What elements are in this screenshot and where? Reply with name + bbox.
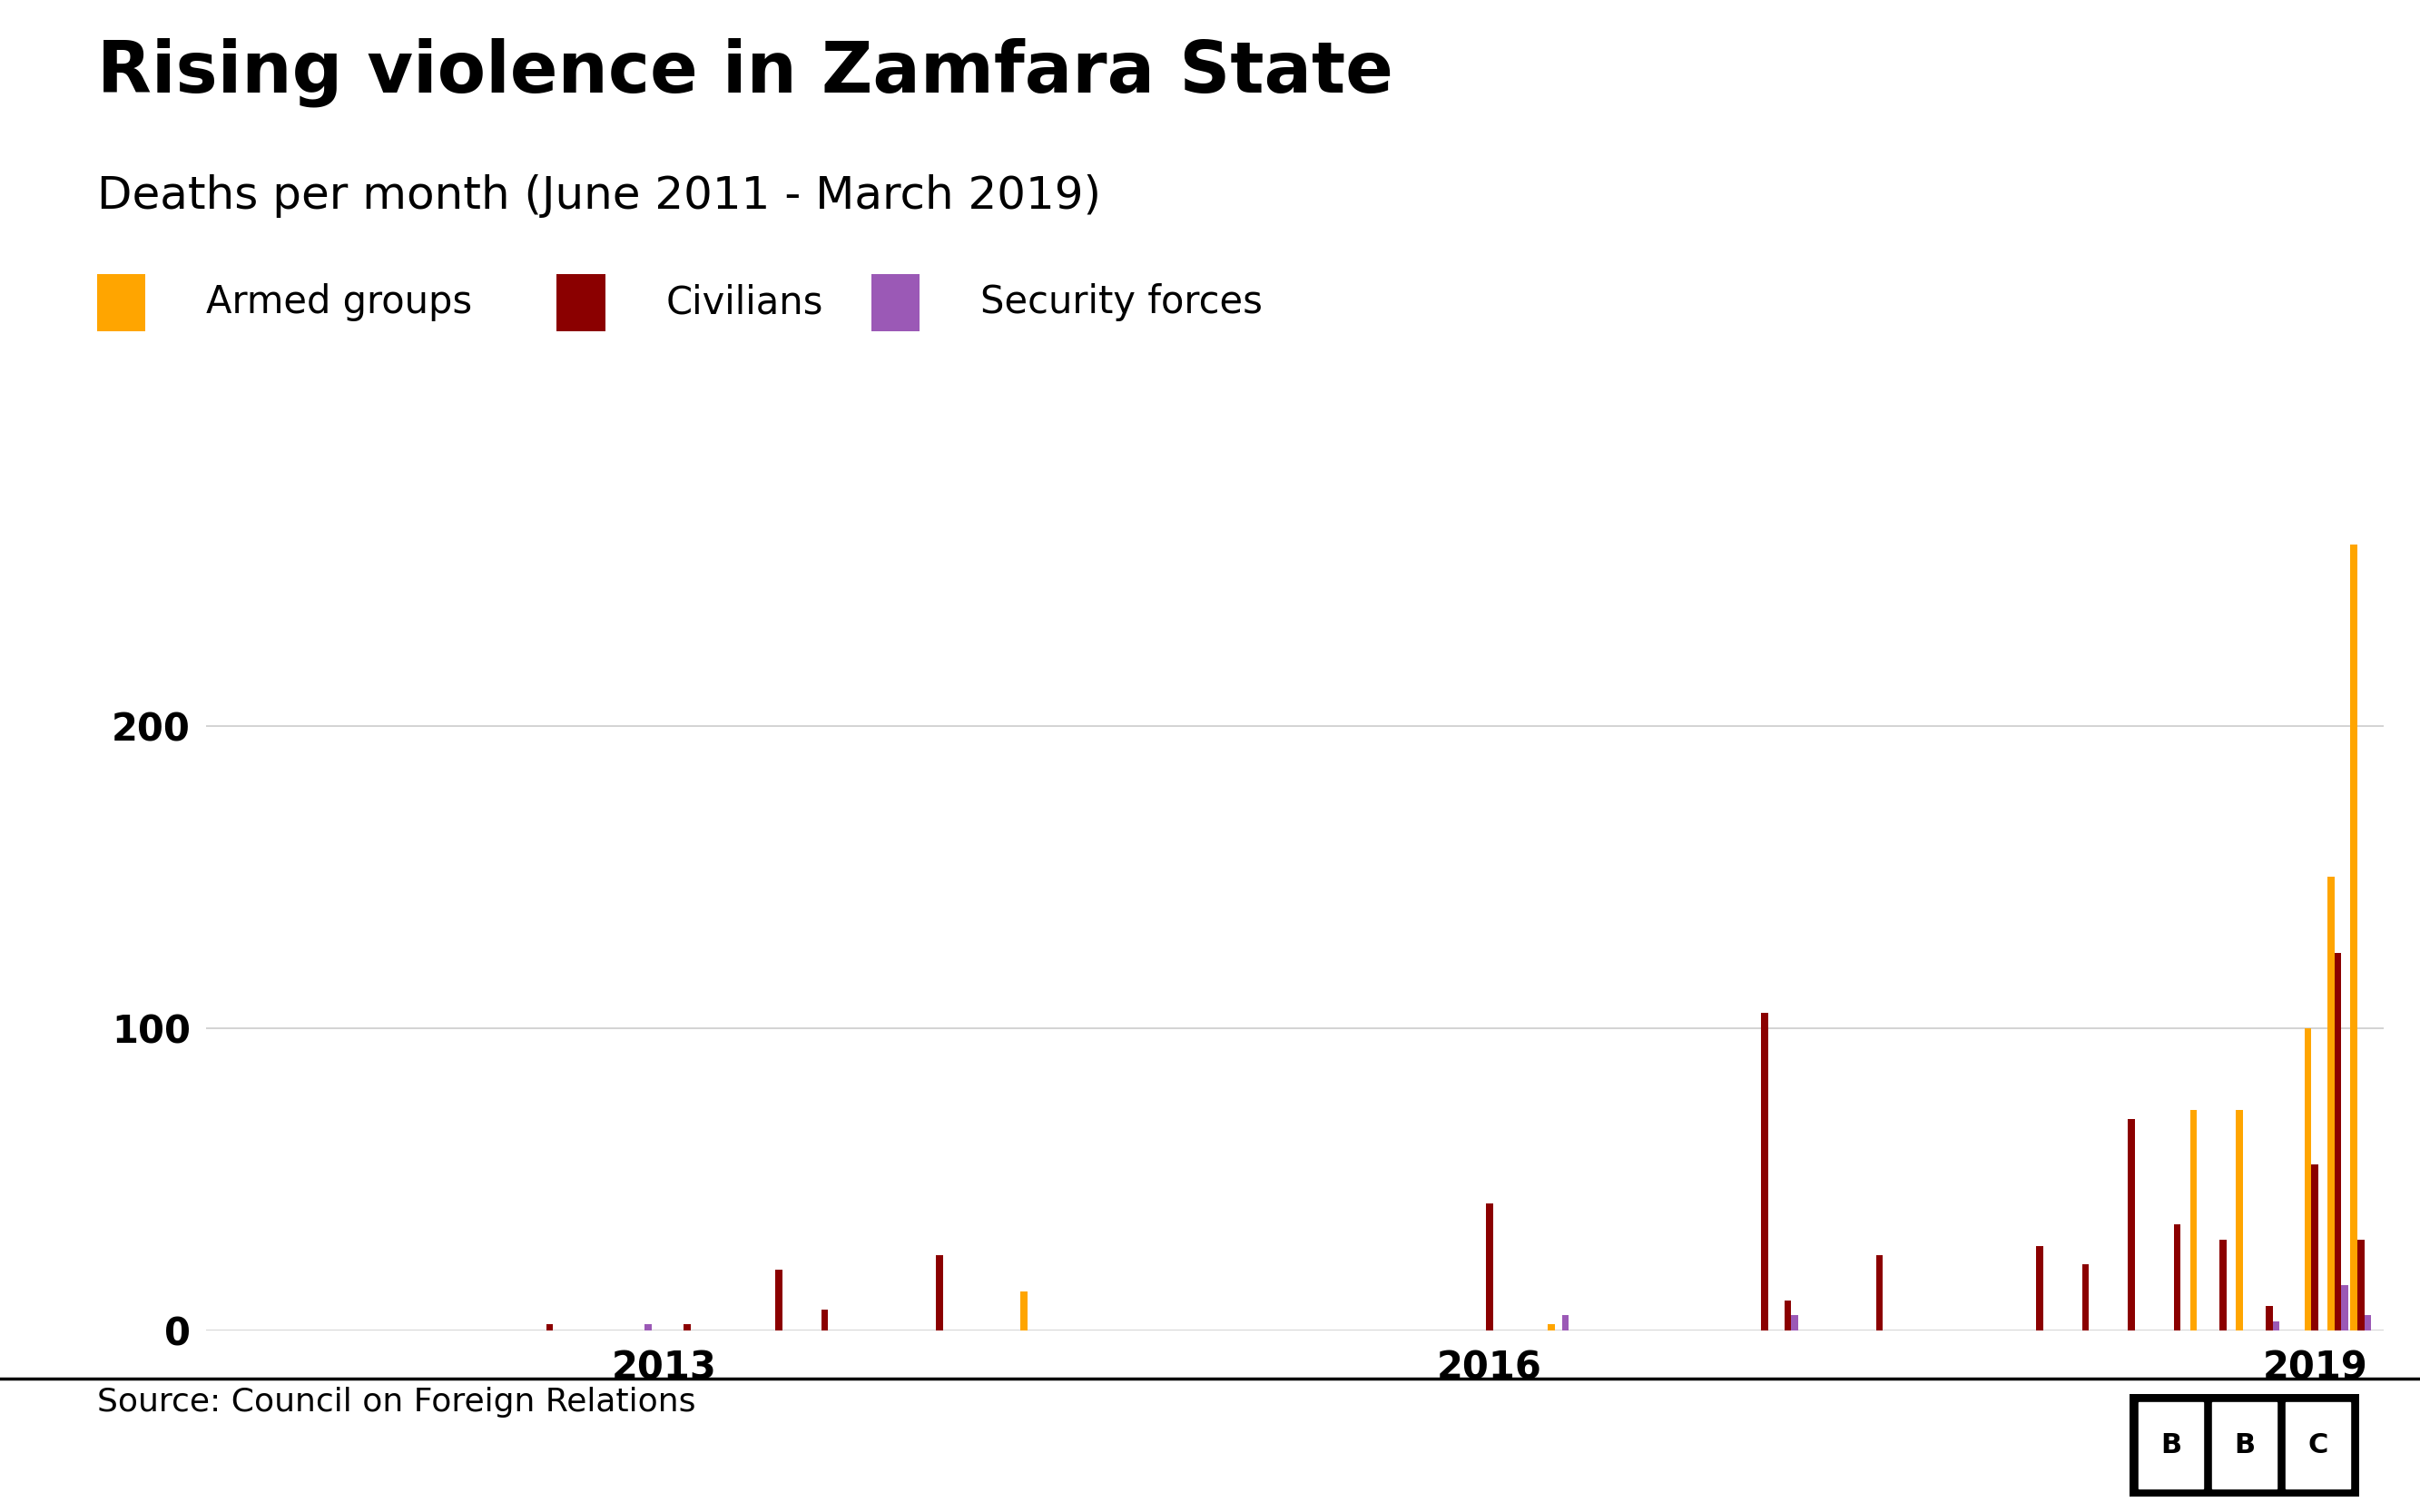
Bar (1021, 1291, 1028, 1331)
Bar (2127, 1119, 2134, 1331)
Bar (2081, 1264, 2088, 1331)
Bar (2350, 544, 2357, 1331)
Bar (1791, 1315, 1798, 1331)
Text: Rising violence in Zamfara State: Rising violence in Zamfara State (97, 38, 1394, 107)
Bar (2035, 1246, 2042, 1331)
Bar (547, 1325, 554, 1331)
Bar (644, 1325, 651, 1331)
Bar (2219, 1240, 2226, 1331)
Bar (2335, 953, 2340, 1331)
Bar (820, 1309, 828, 1331)
Bar (1549, 1325, 1556, 1331)
Bar (2272, 1321, 2280, 1331)
Bar (2340, 1285, 2347, 1331)
Bar (2311, 1164, 2318, 1331)
Bar (2364, 1315, 2372, 1331)
Text: Source: Council on Foreign Relations: Source: Council on Foreign Relations (97, 1387, 695, 1417)
FancyBboxPatch shape (2287, 1402, 2350, 1489)
Text: Civilians: Civilians (666, 283, 823, 322)
Bar (1762, 1013, 1769, 1331)
Text: Security forces: Security forces (980, 283, 1263, 322)
Bar (774, 1270, 782, 1331)
Bar (2328, 877, 2335, 1331)
FancyBboxPatch shape (2139, 1402, 2202, 1489)
Text: C: C (2309, 1432, 2328, 1459)
Bar (1784, 1300, 1791, 1331)
Bar (2304, 1028, 2311, 1331)
Bar (1561, 1315, 1568, 1331)
Bar (2190, 1110, 2197, 1331)
Text: B: B (2234, 1432, 2255, 1459)
Bar (2173, 1225, 2180, 1331)
Bar (2265, 1306, 2272, 1331)
FancyBboxPatch shape (2212, 1402, 2277, 1489)
Text: Armed groups: Armed groups (206, 283, 472, 322)
Text: B: B (2161, 1432, 2180, 1459)
Bar (2357, 1240, 2364, 1331)
Bar (2236, 1110, 2243, 1331)
Bar (937, 1255, 944, 1331)
Bar (685, 1325, 690, 1331)
Bar (1486, 1204, 1493, 1331)
Text: Deaths per month (June 2011 - March 2019): Deaths per month (June 2011 - March 2019… (97, 174, 1101, 218)
Bar (1876, 1255, 1883, 1331)
